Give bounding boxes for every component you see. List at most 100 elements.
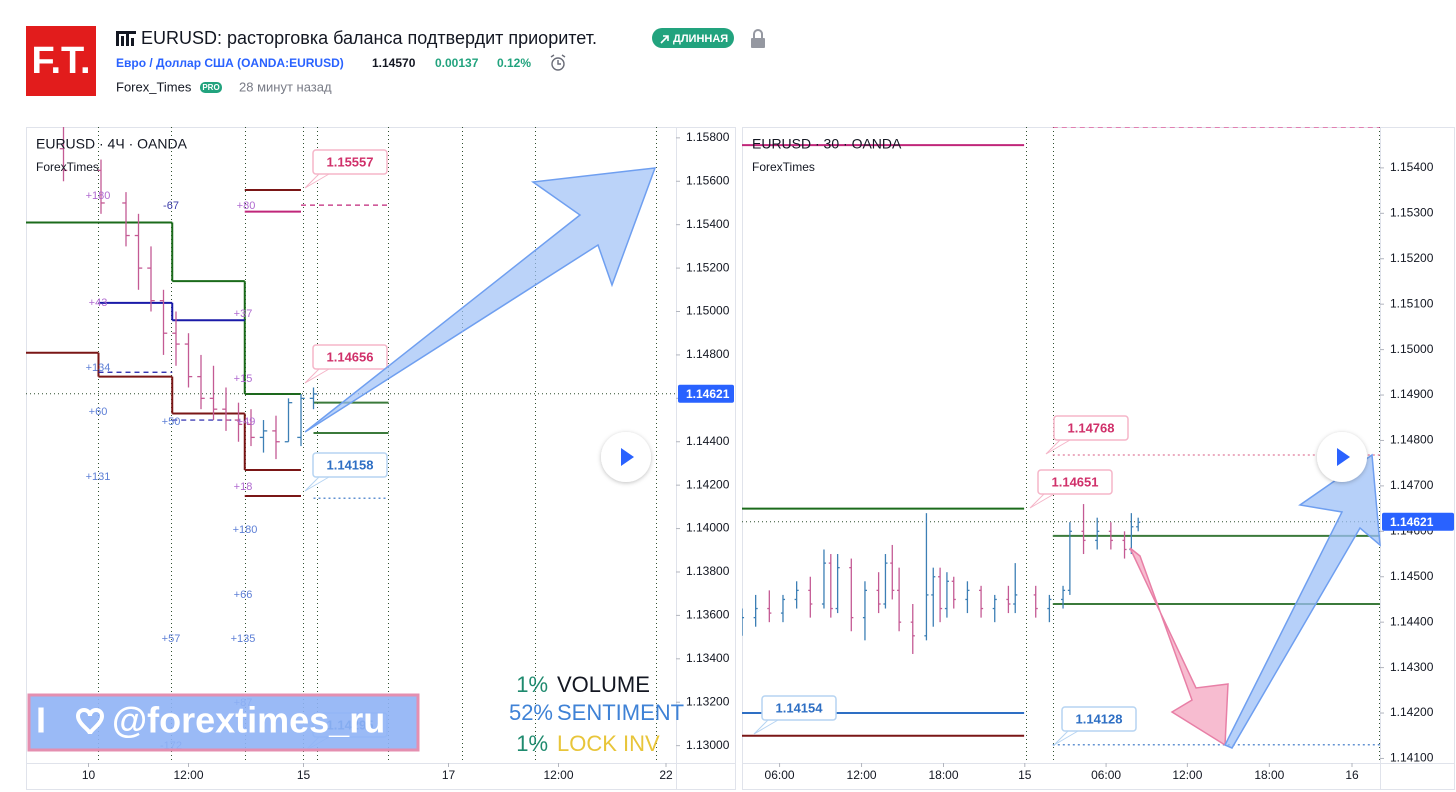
y-tick-label: 1.15400 bbox=[1390, 160, 1434, 174]
y-tick-label: 1.13600 bbox=[686, 608, 730, 622]
y-tick-label: 1.14800 bbox=[1390, 433, 1434, 447]
level-annotation: +43 bbox=[89, 297, 108, 309]
x-tick-label: 18:00 bbox=[928, 768, 958, 782]
y-tick-label: 1.14200 bbox=[1390, 705, 1434, 719]
x-tick-label: 12:00 bbox=[847, 768, 877, 782]
x-tick-label: 12:00 bbox=[1172, 768, 1202, 782]
y-tick-label: 1.15200 bbox=[686, 260, 730, 274]
callout-price: 1.14651 bbox=[1052, 474, 1099, 489]
x-tick-label: 10 bbox=[82, 768, 96, 782]
x-tick-label: 22 bbox=[659, 768, 673, 782]
play-button[interactable] bbox=[1317, 432, 1367, 482]
arrow-down bbox=[1129, 547, 1229, 747]
level-annotation: +66 bbox=[234, 589, 253, 601]
level-annotation: +18 bbox=[234, 481, 253, 493]
level-annotation: +49 bbox=[237, 416, 256, 428]
watermark-prefix: I bbox=[36, 700, 46, 741]
stat-pct: 52% bbox=[509, 700, 553, 725]
watermark-handle: @forextimes_ru bbox=[112, 700, 385, 741]
plot-area: +180 -67 +80 +43 +37 +134 +15 +60 +50 +49 +131 +18 +… bbox=[26, 127, 676, 763]
pro-text: PRO bbox=[202, 83, 219, 92]
current-price-label: 1.14621 bbox=[1390, 515, 1434, 529]
x-tick-label: 06:00 bbox=[1091, 768, 1121, 782]
callout-box bbox=[312, 149, 388, 175]
callout-pointer bbox=[1029, 493, 1055, 509]
x-tick-label: 12:00 bbox=[173, 768, 203, 782]
y-tick-label: 1.15300 bbox=[1390, 205, 1434, 219]
callout-pointer bbox=[304, 173, 330, 189]
x-tick-label: 12:00 bbox=[543, 768, 573, 782]
post-time: 28 минут назад bbox=[239, 79, 332, 94]
alert-icon[interactable] bbox=[550, 54, 566, 71]
callout-box bbox=[312, 344, 388, 370]
y-tick-label: 1.15000 bbox=[1390, 342, 1434, 356]
callout-box bbox=[1053, 415, 1129, 441]
callout-box bbox=[312, 452, 388, 478]
x-tick-label: 17 bbox=[442, 768, 456, 782]
logo[interactable] bbox=[26, 26, 96, 96]
y-tick-label: 1.14400 bbox=[686, 434, 730, 448]
y-tick-label: 1.15100 bbox=[1390, 296, 1434, 310]
level-annotation: +15 bbox=[234, 373, 253, 385]
callout-price: 1.15557 bbox=[327, 154, 374, 169]
level-annotation: +57 bbox=[162, 633, 181, 645]
y-tick-label: 1.15400 bbox=[686, 217, 730, 231]
badge-text: ДЛИННАЯ bbox=[673, 33, 728, 45]
pro-badge bbox=[200, 82, 222, 93]
chart-subtitle: ForexTimes bbox=[752, 160, 815, 174]
current-price-tag bbox=[678, 384, 734, 403]
y-tick-label: 1.14400 bbox=[1390, 614, 1434, 628]
stat-label: VOLUME bbox=[557, 672, 650, 697]
arrow-up bbox=[1223, 453, 1381, 749]
symbol-link[interactable]: Евро / Доллар США (OANDA:EURUSD) bbox=[116, 56, 344, 70]
y-tick-label: 1.13800 bbox=[686, 564, 730, 578]
plot-area: 1.14768 1.14651 1.14154 1.14128 EURUSD · 30 … bbox=[742, 127, 1380, 763]
y-tick-label: 1.15600 bbox=[686, 173, 730, 187]
author[interactable]: Forex_Times bbox=[116, 79, 192, 94]
lock-icon bbox=[751, 29, 765, 48]
current-price-label: 1.14621 bbox=[686, 387, 730, 401]
callout-pointer bbox=[1045, 439, 1071, 455]
y-tick-label: 1.14800 bbox=[686, 347, 730, 361]
y-tick-label: 1.14300 bbox=[1390, 660, 1434, 674]
callout-box bbox=[761, 695, 837, 721]
idea-title: EURUSD: расторговка баланса подтвердит п… bbox=[141, 28, 597, 48]
y-tick-label: 1.14000 bbox=[686, 521, 730, 535]
y-tick-label: 1.13400 bbox=[686, 651, 730, 665]
y-tick-label: 1.14500 bbox=[1390, 569, 1434, 583]
stat-label: SENTIMENT bbox=[557, 700, 684, 725]
level-annotation: +180 bbox=[86, 190, 111, 202]
level-annotation: +180 bbox=[233, 524, 258, 536]
y-tick-label: 1.14200 bbox=[686, 477, 730, 491]
callout-price: 1.14656 bbox=[327, 349, 374, 364]
callout-pointer bbox=[753, 719, 779, 735]
level-annotation: +60 bbox=[89, 406, 108, 418]
callout-pointer bbox=[1053, 730, 1079, 746]
arrow-up bbox=[304, 167, 657, 433]
x-tick-label: 15 bbox=[297, 768, 311, 782]
level-annotation: +135 bbox=[231, 633, 256, 645]
y-tick-label: 1.14900 bbox=[1390, 387, 1434, 401]
x-tick-label: 06:00 bbox=[765, 768, 795, 782]
y-tick-label: 1.13000 bbox=[686, 738, 730, 752]
current-price-tag bbox=[1382, 512, 1454, 531]
level-annotation: -67 bbox=[163, 200, 179, 212]
watermark-box bbox=[27, 693, 420, 752]
y-tick-label: 1.14700 bbox=[1390, 478, 1434, 492]
y-tick-label: 1.15200 bbox=[1390, 251, 1434, 265]
level-annotation: +37 bbox=[234, 308, 253, 320]
axes: 1.15800 1.15600 1.15400 1.15200 1.15000 1.148… bbox=[82, 130, 1454, 782]
y-tick-label: 1.14100 bbox=[1390, 751, 1434, 765]
logo-text: F.T. bbox=[31, 40, 90, 82]
play-button[interactable] bbox=[601, 432, 651, 482]
callout-box bbox=[1061, 706, 1137, 732]
level-annotation: +131 bbox=[86, 471, 111, 483]
callout-pointer bbox=[304, 476, 330, 492]
badge-arrow bbox=[660, 35, 669, 44]
callout-price: 1.14128 bbox=[1076, 711, 1123, 726]
stat-label: LOCK INV bbox=[557, 731, 660, 756]
level-annotation: +134 bbox=[86, 362, 111, 374]
